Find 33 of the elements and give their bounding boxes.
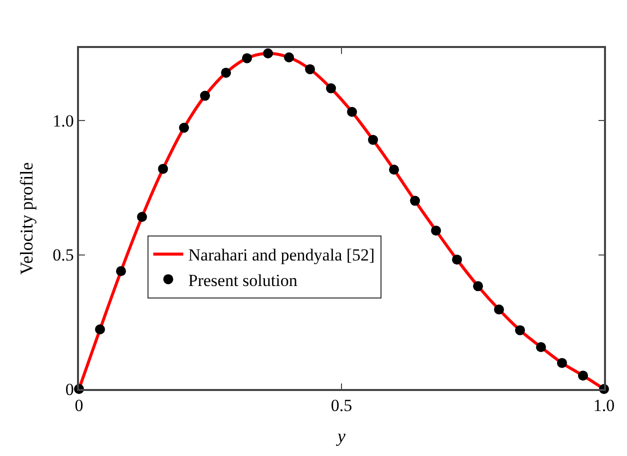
- point: [536, 342, 546, 352]
- point: [221, 68, 231, 78]
- point: [263, 48, 273, 58]
- point: [116, 266, 126, 276]
- y-tick-label: 0.5: [52, 246, 74, 265]
- x-axis-title: y: [336, 426, 346, 446]
- point: [347, 106, 357, 117]
- point: [95, 324, 105, 334]
- point: [431, 226, 441, 236]
- x-tick-label: 1.0: [593, 396, 615, 416]
- legend-label: Narahari and pendyala [52]: [188, 246, 375, 265]
- point: [494, 304, 504, 315]
- point: [326, 83, 336, 94]
- point: [200, 90, 210, 101]
- point: [557, 358, 567, 368]
- y-axis-title: Velocity profile: [16, 162, 36, 275]
- y-tick-label: 0: [65, 380, 74, 399]
- y-tick-label: 1.0: [52, 111, 74, 130]
- point: [473, 281, 483, 292]
- point: [284, 52, 294, 62]
- point: [242, 53, 252, 64]
- point: [515, 325, 525, 336]
- point: [368, 134, 378, 145]
- legend-label: Present solution: [188, 270, 298, 290]
- point: [452, 254, 462, 265]
- point: [305, 64, 315, 74]
- point: [578, 370, 588, 381]
- point: [179, 122, 189, 133]
- point: [137, 212, 147, 222]
- point: [389, 164, 399, 175]
- x-tick-label: 0.5: [330, 396, 352, 416]
- point: [410, 196, 420, 206]
- point: [158, 164, 168, 174]
